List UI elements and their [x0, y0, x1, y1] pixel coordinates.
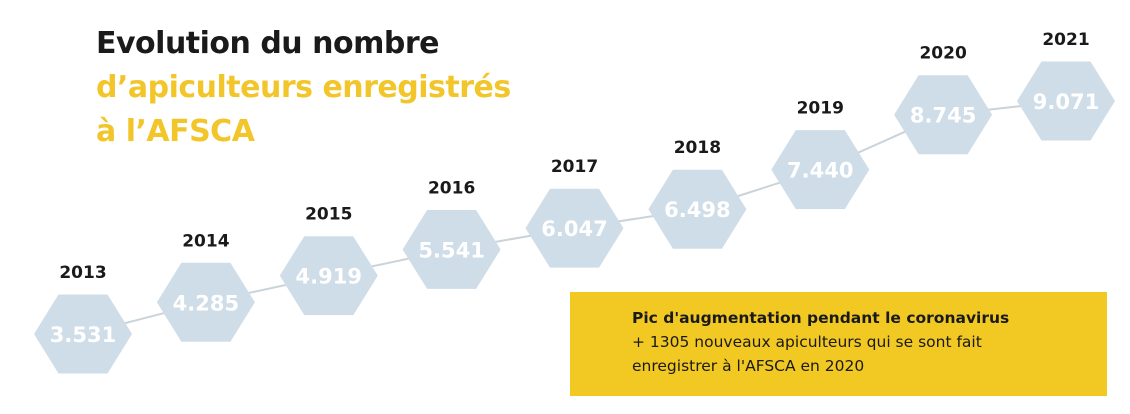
- value-label: 4.919: [296, 265, 362, 289]
- year-label: 2015: [305, 205, 352, 225]
- title-line-1: Evolution du nombre: [96, 26, 439, 61]
- data-markers: 3.531 2013 4.285 2014 4.919 2015 5.541 2016 6.04…: [34, 30, 1115, 374]
- callout-line-1: + 1305 nouveaux apiculteurs qui se sont …: [632, 333, 982, 351]
- value-label: 3.531: [50, 323, 116, 347]
- hexagon-marker: [156, 262, 255, 342]
- data-point-2021: 9.071 2021: [1017, 30, 1115, 141]
- data-point-2017: 6.047 2017: [525, 157, 624, 268]
- hexagon-marker: [771, 130, 870, 210]
- value-label: 8.745: [910, 104, 976, 128]
- hexagon-marker: [648, 169, 747, 249]
- year-label: 2019: [797, 99, 844, 119]
- title-line-2: d’apiculteurs enregistrés: [96, 70, 511, 105]
- data-point-2013: 3.531 2013: [34, 263, 132, 374]
- hexagon-marker: [402, 210, 501, 289]
- hexagon-marker: [279, 236, 378, 316]
- year-label: 2021: [1042, 30, 1089, 50]
- value-label: 5.541: [418, 238, 484, 262]
- data-point-2016: 5.541 2016: [402, 178, 501, 289]
- hexagon-marker: [894, 75, 993, 155]
- value-label: 7.440: [787, 159, 853, 183]
- data-point-2020: 8.745 2020: [894, 44, 993, 155]
- value-label: 6.047: [541, 217, 607, 241]
- value-label: 4.285: [173, 291, 239, 315]
- callout-box: Pic d'augmentation pendant le coronaviru…: [570, 292, 1107, 396]
- callout-heading: Pic d'augmentation pendant le coronaviru…: [632, 309, 1010, 327]
- hexagon-marker: [525, 188, 624, 268]
- data-point-2014: 4.285 2014: [156, 231, 255, 342]
- value-label: 9.071: [1033, 90, 1099, 114]
- callout-line-2: enregistrer à l'AFSCA en 2020: [632, 357, 865, 375]
- data-point-2019: 7.440 2019: [771, 99, 870, 210]
- year-label: 2020: [919, 44, 966, 64]
- hexagon-marker: [1017, 61, 1115, 141]
- data-point-2018: 6.498 2018: [648, 138, 747, 249]
- year-label: 2017: [551, 157, 598, 177]
- data-point-2015: 4.919 2015: [279, 205, 378, 316]
- year-label: 2016: [428, 178, 475, 198]
- title-line-3: à l’AFSCA: [96, 114, 255, 149]
- year-label: 2018: [674, 138, 721, 158]
- year-label: 2014: [182, 231, 229, 251]
- value-label: 6.498: [664, 198, 730, 222]
- chart-title: Evolution du nombre d’apiculteurs enregi…: [96, 22, 511, 154]
- year-label: 2013: [59, 263, 106, 283]
- hexagon-marker: [34, 294, 132, 374]
